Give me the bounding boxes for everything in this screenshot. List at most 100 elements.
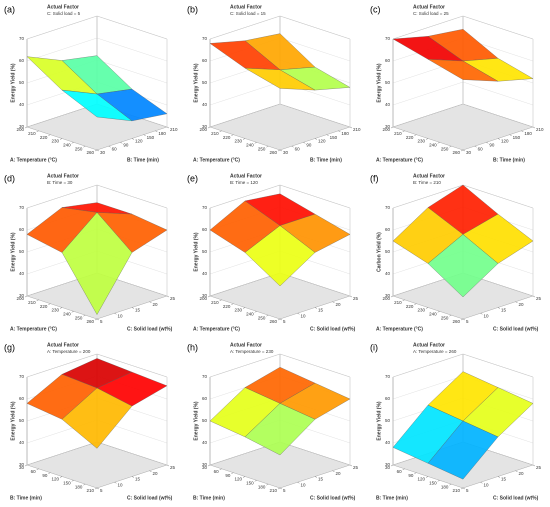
panel-label: (i): [370, 342, 378, 352]
factor-title: Actual Factor: [47, 4, 79, 10]
x-tick: [449, 314, 452, 317]
grid-line: [392, 81, 534, 106]
y-tick-label: 60: [295, 146, 301, 151]
y-tick: [96, 149, 100, 152]
y-tick: [462, 487, 466, 490]
x-tick-label: 120: [417, 477, 425, 482]
x-tick-label: 210: [28, 131, 36, 136]
grid-line: [26, 184, 168, 209]
x-tick-label: 260: [452, 150, 460, 155]
x-tick: [390, 464, 394, 467]
z-tick-label: 30: [19, 462, 25, 467]
x-tick-label: 260: [269, 319, 277, 324]
x-tick-label: 220: [40, 304, 48, 309]
y-tick-label: 180: [341, 131, 349, 136]
z-tick-label: 60: [19, 227, 25, 232]
z-axis-label: Carbon Yield (%): [376, 232, 382, 272]
x-tick: [231, 472, 234, 474]
z-tick-label: 60: [385, 227, 391, 232]
grid-line: [392, 15, 534, 40]
y-tick-label: 90: [489, 143, 495, 148]
x-tick-label: 150: [246, 481, 254, 486]
x-tick-label: 200: [16, 127, 24, 132]
x-tick: [94, 318, 98, 321]
grid-line: [209, 103, 351, 128]
y-tick: [338, 130, 341, 133]
z-tick-label: 60: [385, 58, 391, 63]
y-tick: [114, 482, 117, 484]
y-axis-label: B: Time (min): [127, 157, 159, 163]
x-tick: [266, 483, 269, 486]
y-tick-label: 5: [100, 488, 103, 493]
x-tick-label: 90: [225, 473, 231, 478]
x-tick: [207, 464, 211, 467]
x-tick: [71, 480, 74, 482]
x-tick: [242, 476, 246, 478]
y-tick: [497, 476, 501, 478]
x-tick-label: 230: [234, 139, 242, 144]
y-axis-label: C: Solid load (wt%): [310, 326, 356, 332]
z-tick-label: 60: [202, 227, 208, 232]
z-tick-label: 70: [19, 205, 25, 210]
z-tick-label: 40: [385, 440, 391, 445]
x-tick-label: 250: [441, 146, 449, 151]
y-tick-label: 10: [301, 313, 307, 318]
x-tick: [24, 126, 28, 129]
y-tick-label: 90: [306, 143, 312, 148]
z-tick-label: 50: [385, 249, 391, 254]
z-tick-label: 30: [202, 293, 208, 298]
y-tick-label: 5: [100, 319, 103, 324]
y-tick-label: 20: [336, 302, 342, 307]
grid-line: [26, 353, 168, 378]
y-tick: [96, 487, 100, 490]
floor: [392, 103, 534, 151]
x-tick: [231, 134, 234, 136]
x-axis-label: B: Time (min): [376, 495, 408, 501]
y-tick-label: 180: [524, 131, 532, 136]
y-tick: [314, 138, 318, 140]
x-tick-label: 240: [246, 143, 254, 148]
y-tick: [486, 142, 489, 144]
z-tick-label: 40: [385, 271, 391, 276]
y-tick-label: 30: [100, 150, 106, 155]
y-tick: [131, 307, 135, 309]
x-tick: [83, 483, 86, 486]
x-tick-label: 180: [441, 484, 449, 489]
x-tick-label: 260: [269, 150, 277, 155]
factor: C: Solid load = 25: [413, 11, 449, 16]
x-tick-label: 220: [223, 135, 231, 140]
x-tick: [414, 134, 417, 136]
y-tick-label: 15: [318, 477, 324, 482]
z-tick-label: 30: [385, 462, 391, 467]
x-tick: [83, 314, 86, 317]
x-tick: [266, 145, 269, 148]
y-tick: [314, 476, 318, 478]
z-tick-label: 60: [202, 58, 208, 63]
y-tick: [332, 301, 335, 303]
x-tick: [71, 311, 74, 313]
x-tick: [437, 311, 440, 313]
z-tick-label: 70: [385, 36, 391, 41]
x-tick-label: 260: [86, 150, 94, 155]
x-tick-label: 220: [223, 304, 231, 309]
x-tick: [460, 149, 464, 152]
x-tick: [242, 138, 246, 140]
y-tick-label: 60: [112, 146, 118, 151]
x-axis-label: A: Temperature (°C): [376, 157, 423, 163]
y-tick: [131, 476, 135, 478]
y-tick: [314, 307, 318, 309]
z-tick-label: 40: [202, 271, 208, 276]
x-tick: [48, 134, 51, 136]
z-tick-label: 70: [385, 205, 391, 210]
y-tick-label: 20: [153, 471, 159, 476]
factor-title: Actual Factor: [47, 342, 79, 348]
z-tick-label: 40: [202, 102, 208, 107]
x-tick-label: 200: [382, 127, 390, 132]
z-axis-label: Energy Yield (%): [376, 63, 382, 103]
x-tick-label: 210: [452, 488, 460, 493]
y-tick-label: 10: [301, 482, 307, 487]
factor: C: Solid load = 5: [47, 11, 81, 16]
y-tick: [326, 134, 329, 136]
grid-line: [209, 15, 351, 40]
